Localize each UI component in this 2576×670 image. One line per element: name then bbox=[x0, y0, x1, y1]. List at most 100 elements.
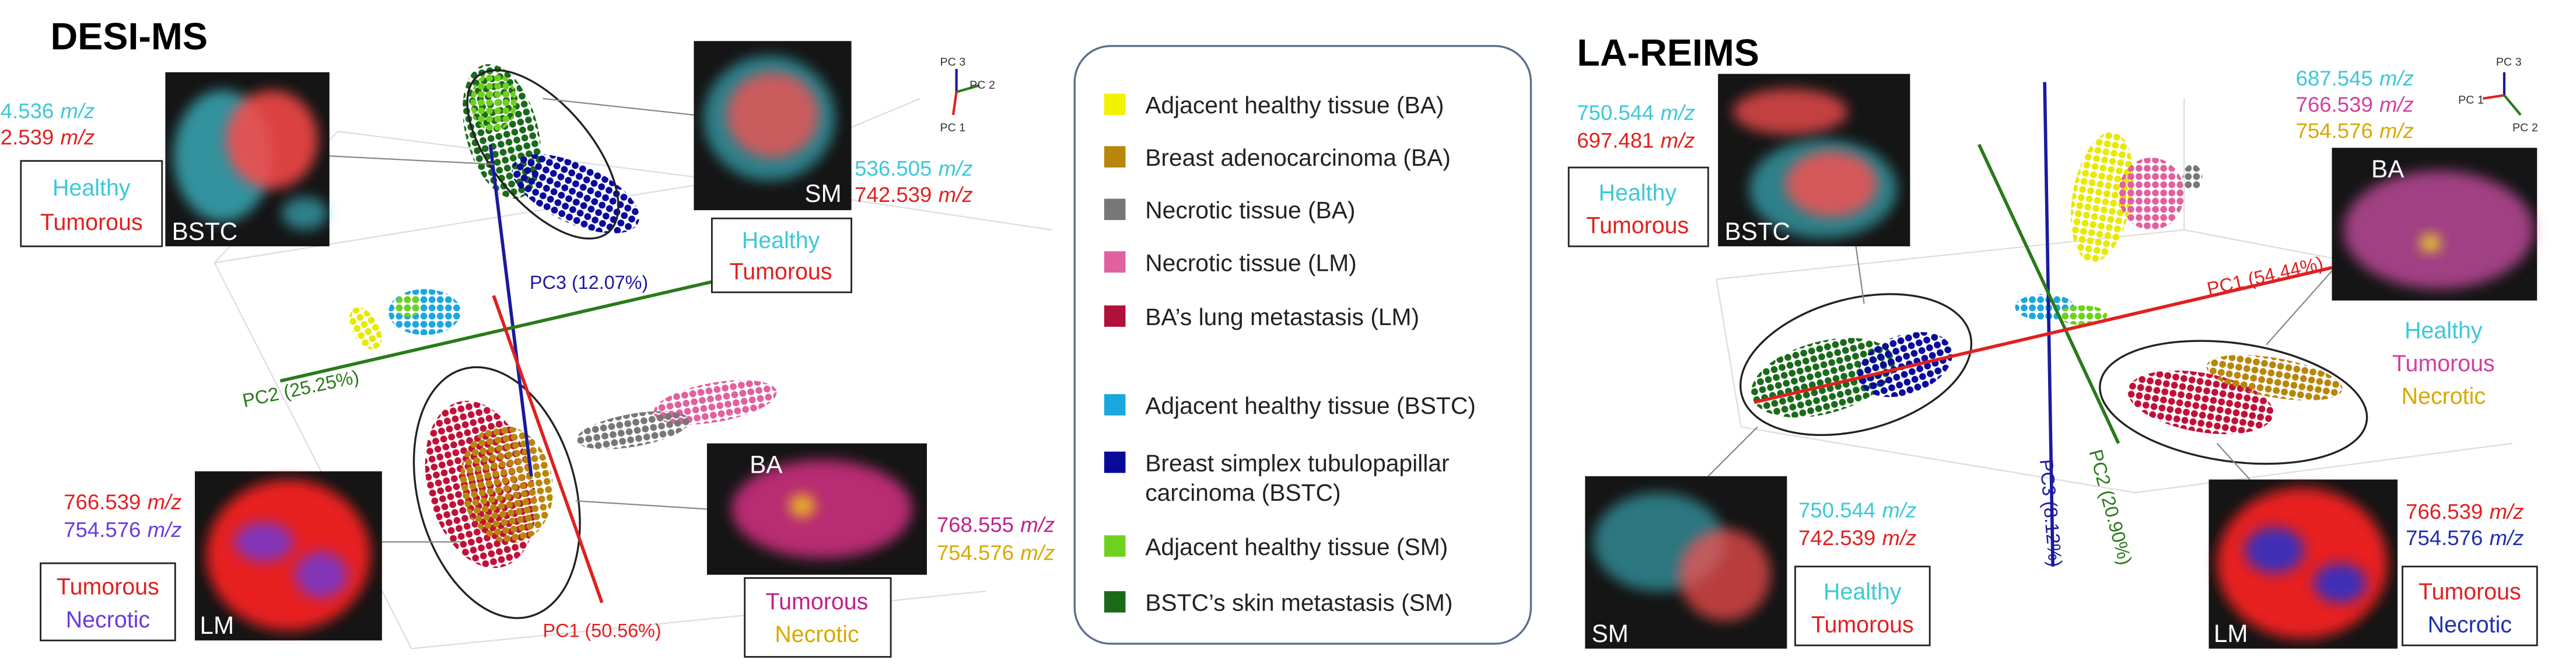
pc3-label: PC3 (12.07%) bbox=[530, 272, 648, 293]
tissue-image: BSTC bbox=[165, 72, 330, 247]
key-label: Tumorous bbox=[1586, 213, 1689, 239]
cluster bbox=[2206, 355, 2343, 401]
key-label: Tumorous bbox=[1811, 612, 1914, 637]
cluster bbox=[395, 294, 422, 317]
mz-unit: m/z bbox=[1661, 100, 1695, 124]
mz-label: 697.481 m/z bbox=[1577, 128, 1695, 152]
legend-label: Necrotic tissue (LM) bbox=[1145, 249, 1357, 276]
mz-label: 750.544 m/z bbox=[1577, 100, 1695, 124]
cluster bbox=[2182, 164, 2203, 191]
legend-swatch bbox=[1104, 535, 1126, 557]
icon-label: PC 1 bbox=[2458, 93, 2484, 106]
mz-value: 536.505 bbox=[855, 156, 932, 180]
tissue-image: BA bbox=[706, 443, 927, 575]
mz-unit: m/z bbox=[939, 156, 973, 180]
icon-label: PC 3 bbox=[940, 56, 965, 69]
image-label: LM bbox=[200, 612, 235, 639]
mz-unit: m/z bbox=[61, 99, 95, 123]
key-box bbox=[40, 562, 176, 641]
key-label: Tumorous bbox=[40, 210, 143, 235]
mz-unit: m/z bbox=[61, 125, 95, 149]
mz-label: 742.539 m/z bbox=[0, 125, 94, 149]
image-label: BA bbox=[750, 451, 783, 478]
pc3-label: PC3 (8.12%) bbox=[2036, 458, 2066, 568]
mz-value: 754.576 bbox=[2296, 118, 2373, 142]
tissue-image: SM bbox=[694, 41, 852, 211]
cluster bbox=[2057, 305, 2108, 326]
axis-icon: PC 3 PC 1 PC 2 bbox=[2458, 56, 2538, 135]
mz-unit: m/z bbox=[1882, 498, 1916, 522]
key-label: Healthy bbox=[2404, 318, 2483, 344]
mz-label: 536.505 m/z bbox=[855, 156, 972, 180]
group-ellipse bbox=[2099, 340, 2368, 465]
mz-value: 766.539 bbox=[2296, 92, 2373, 116]
mz-label: 754.576 m/z bbox=[937, 540, 1055, 564]
key-label: Necrotic bbox=[2428, 612, 2512, 637]
legend-label: Adjacent healthy tissue (BA) bbox=[1145, 92, 1444, 118]
key-box bbox=[744, 577, 892, 658]
pc1-label: PC1 (54.44%) bbox=[2205, 253, 2325, 300]
key-label: Tumorous bbox=[2418, 579, 2521, 605]
legend-swatch bbox=[1104, 251, 1126, 273]
pc1-label: PC1 (50.56%) bbox=[543, 620, 662, 641]
group-ellipse bbox=[466, 69, 620, 240]
key-label: Necrotic bbox=[2402, 383, 2486, 409]
key-label: Healthy bbox=[1824, 579, 1902, 605]
mz-label: 754.576 m/z bbox=[2296, 118, 2414, 142]
legend-swatch bbox=[1104, 198, 1126, 221]
mz-label: 564.536 m/z bbox=[0, 99, 94, 123]
key-label: Tumorous bbox=[2392, 351, 2495, 376]
group-ellipse bbox=[412, 366, 581, 619]
image-label: LM bbox=[2214, 620, 2248, 647]
legend-label: Breast adenocarcinoma (BA) bbox=[1145, 144, 1451, 171]
mz-value: 564.536 bbox=[0, 99, 54, 123]
legend-label: BA’s lung metastasis (LM) bbox=[1145, 303, 1419, 330]
legend-frame bbox=[1073, 45, 1532, 645]
mz-value: 742.539 bbox=[855, 183, 932, 207]
mz-unit: m/z bbox=[2490, 500, 2524, 524]
pc2-axis bbox=[279, 277, 724, 383]
grid-box bbox=[1716, 98, 2529, 494]
cluster bbox=[576, 411, 690, 449]
icon-label: PC 3 bbox=[2496, 56, 2522, 69]
pc3-axis bbox=[2043, 82, 2055, 567]
legend-swatch bbox=[1104, 394, 1126, 416]
pc2-label: PC2 (25.25%) bbox=[240, 366, 360, 411]
connector bbox=[329, 97, 708, 543]
mz-unit: m/z bbox=[148, 518, 182, 542]
mz-value: 754.576 bbox=[937, 540, 1014, 564]
cluster bbox=[2118, 158, 2185, 230]
mz-label: 687.545 m/z bbox=[2296, 66, 2414, 90]
tissue-image: LM bbox=[195, 471, 382, 641]
legend: Adjacent healthy tissue (BA) Breast adeno… bbox=[1073, 45, 1532, 645]
cluster bbox=[512, 154, 640, 233]
key-box bbox=[710, 217, 852, 294]
mz-unit: m/z bbox=[2490, 526, 2524, 550]
legend-label: Adjacent healthy tissue (BSTC) bbox=[1145, 392, 1476, 419]
pc2-label: PC2 (20.90%) bbox=[2085, 447, 2136, 567]
mz-label: 754.576 m/z bbox=[2406, 526, 2524, 550]
icon-label: PC 2 bbox=[2512, 121, 2538, 134]
mz-unit: m/z bbox=[2379, 92, 2414, 116]
image-label: BSTC bbox=[172, 218, 238, 245]
key-label: Healthy bbox=[52, 175, 131, 201]
pc2-axis bbox=[1978, 144, 2120, 444]
tissue-image: LM bbox=[2208, 479, 2398, 649]
mz-unit: m/z bbox=[1020, 513, 1055, 537]
legend-label: Adjacent healthy tissue (SM) bbox=[1145, 533, 1448, 560]
mz-unit: m/z bbox=[1020, 540, 1055, 564]
connector bbox=[1707, 246, 2333, 480]
mz-label: 766.539 m/z bbox=[64, 490, 181, 514]
mz-label: 766.539 m/z bbox=[2296, 92, 2414, 116]
pc3-axis bbox=[488, 144, 533, 477]
key-label: Healthy bbox=[1599, 180, 1677, 205]
mz-value: 742.539 bbox=[1798, 526, 1875, 550]
mz-label: 750.544 m/z bbox=[1798, 498, 1916, 522]
key-box bbox=[20, 160, 163, 247]
legend-label: Breast simplex tubulopapillar bbox=[1145, 450, 1449, 477]
reims-panel: LA-REIMS PC1 (54.44%) PC2 (20.90%) PC3 (… bbox=[1567, 32, 2538, 649]
key-label: Necrotic bbox=[775, 622, 859, 647]
key-box bbox=[1567, 166, 1709, 247]
